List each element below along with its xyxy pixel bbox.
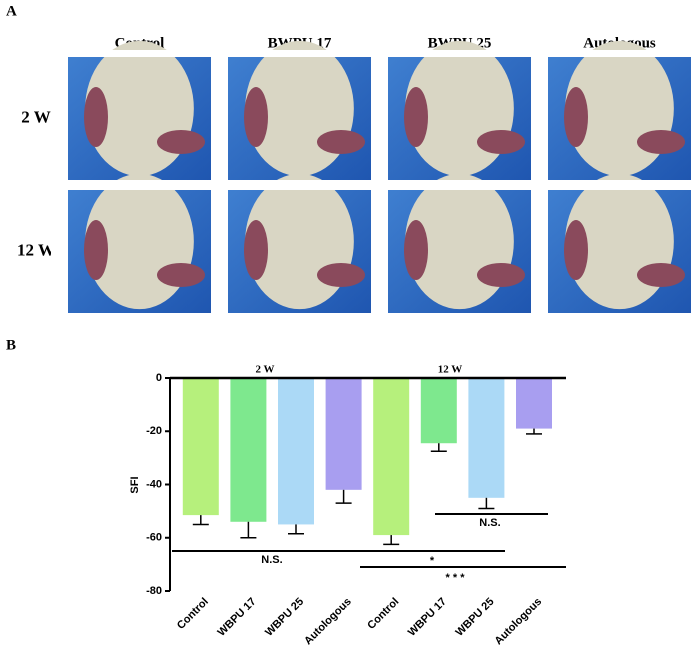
x-tick-label: WBPU 25	[454, 596, 497, 639]
significance-label: N.S.	[479, 517, 500, 529]
paw	[244, 87, 268, 147]
row-label: 12 W	[17, 240, 55, 259]
panel-label: A	[6, 3, 17, 19]
row-label: 2 W	[21, 107, 50, 126]
gap	[0, 50, 695, 57]
x-tick-label: Autologous	[492, 596, 544, 648]
gap	[691, 57, 695, 317]
y-axis-label: SFI	[129, 476, 141, 493]
y-tick-label: 0	[156, 372, 162, 384]
paw	[404, 220, 428, 280]
paw	[317, 130, 365, 154]
paw	[637, 130, 685, 154]
paw	[564, 220, 588, 280]
paw	[564, 87, 588, 147]
y-tick-label: -20	[146, 425, 162, 437]
paw	[404, 87, 428, 147]
significance-label: * * *	[446, 572, 466, 584]
gap	[371, 57, 388, 317]
bar	[373, 378, 410, 536]
paw	[637, 263, 685, 287]
panel-label: B	[6, 337, 16, 353]
paw	[244, 220, 268, 280]
bar	[468, 378, 505, 498]
group-label: 2 W	[255, 364, 274, 376]
x-tick-label: WBPU 25	[263, 596, 306, 639]
y-tick-label: -60	[146, 532, 162, 544]
gap	[51, 57, 68, 317]
paw	[477, 263, 525, 287]
gap	[0, 313, 695, 333]
x-tick-label: Control	[175, 596, 211, 632]
paw	[317, 263, 365, 287]
gap	[211, 57, 228, 317]
paw	[157, 263, 205, 287]
x-tick-label: WBPU 17	[216, 596, 259, 639]
bar	[325, 378, 362, 490]
bar	[516, 378, 552, 429]
x-tick-label: WBPU 17	[406, 596, 449, 639]
x-tick-label: Control	[365, 596, 401, 632]
y-tick-label: -40	[146, 478, 162, 490]
bar	[420, 378, 457, 444]
gap	[0, 180, 695, 190]
paw	[84, 220, 108, 280]
bar	[278, 378, 314, 525]
significance-label: *	[430, 555, 435, 567]
paw	[157, 130, 205, 154]
paw	[477, 130, 525, 154]
bar	[230, 378, 267, 522]
significance-label: N.S.	[261, 554, 282, 566]
paw	[84, 87, 108, 147]
x-tick-label: Autologous	[302, 596, 354, 648]
group-label: 12 W	[438, 364, 463, 376]
bar	[182, 378, 219, 516]
y-tick-label: -80	[146, 585, 162, 597]
gap	[531, 57, 548, 317]
